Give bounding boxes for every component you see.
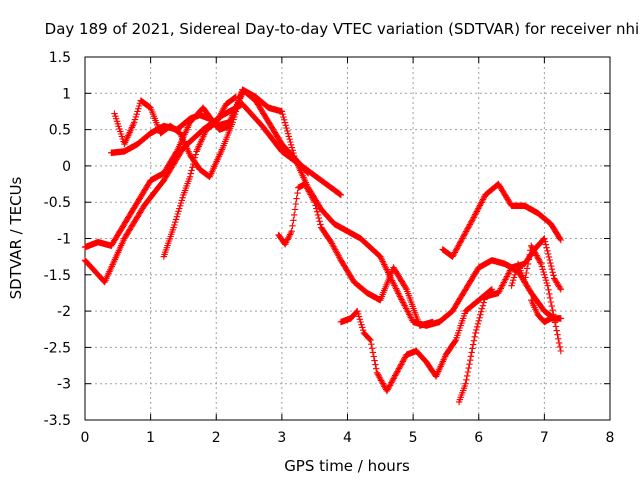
x-axis-label: GPS time / hours [284,457,410,475]
y-tick-label: -2.5 [44,340,71,356]
series-sat-track-7 [337,286,496,395]
x-tick-label: 3 [277,430,286,446]
y-tick-label: -3 [57,377,71,393]
x-tick-label: 4 [343,430,352,446]
x-tick-label: 5 [409,430,418,446]
x-tick-label: 6 [474,430,483,446]
y-tick-label: -3.5 [44,413,71,429]
series-sat-track-1 [81,101,345,286]
plus-markers [528,297,564,326]
series-sat-track-8 [439,180,564,260]
series-sat-track-6 [275,180,436,329]
x-tick-label: 0 [81,430,90,446]
plus-markers [81,101,345,286]
plus-markers [508,242,564,355]
y-axis-label: SDTVAR / TECUs [7,176,25,299]
series-sat-track-11 [508,242,564,355]
x-tick-label: 8 [606,430,615,446]
series-sat-track-2 [81,90,246,251]
x-tick-label: 7 [540,430,549,446]
x-tick-label: 2 [212,430,221,446]
y-tick-label: -0.5 [44,195,71,211]
y-tick-label: 1.5 [49,50,71,66]
chart-title: Day 189 of 2021, Sidereal Day-to-day VTE… [45,20,640,38]
series-sat-track-12 [528,297,564,326]
plus-markers [275,180,436,329]
x-tick-label: 1 [146,430,155,446]
plus-markers [160,93,240,260]
grid-lines [85,57,610,420]
y-tick-label: -1 [57,232,71,248]
y-tick-label: 0.5 [49,123,71,139]
series-sat-track-5 [160,93,240,260]
y-tick-label: 0 [62,159,71,175]
plus-markers [337,286,496,395]
y-tick-label: -2 [57,304,71,320]
y-tick-label: -1.5 [44,268,71,284]
axis-ticks: 0 1 2 3 4 5 6 7 8 1.5 1 0.5 0 -0.5 -1 -1.5 -2 -2.5 -3 -3.5 [44,50,615,446]
plus-markers [81,90,246,251]
plus-markers [439,180,564,260]
data-points [81,86,564,406]
y-tick-label: 1 [62,86,71,102]
